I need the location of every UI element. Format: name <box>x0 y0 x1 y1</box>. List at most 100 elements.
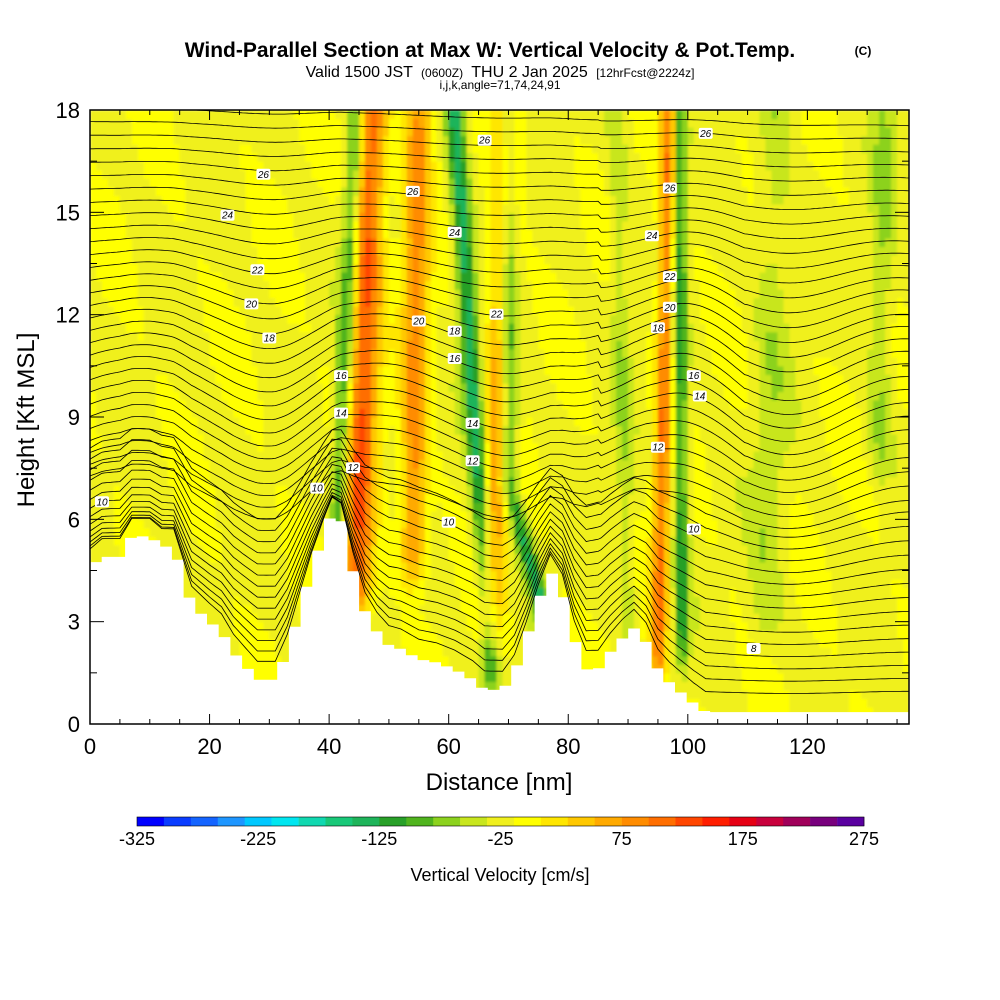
isentrope-label: 12 <box>346 462 360 474</box>
isentrope-label: 10 <box>95 496 109 508</box>
isentrope-line <box>90 308 909 358</box>
isentrope-label: 20 <box>662 301 677 314</box>
valid-time-utc: (0600Z) <box>421 66 463 80</box>
colorbar-swatch <box>567 817 595 826</box>
isentrope-line <box>90 495 909 694</box>
colorbar-tick-label: 75 <box>612 829 632 849</box>
isentrope-label: 26 <box>662 182 677 195</box>
colorbar-swatch <box>648 817 676 826</box>
colorbar-tick-label: -325 <box>119 829 155 849</box>
isentrope-line <box>90 121 909 140</box>
colorbar-swatch <box>675 817 703 826</box>
isentrope-label: 22 <box>250 264 265 276</box>
y-axis: 0 3 6 9 12 15 18 <box>56 98 909 737</box>
y-axis-label: Height [Kft MSL] <box>13 333 40 508</box>
isentrope-label: 24 <box>644 230 659 242</box>
isentrope-line <box>90 134 909 154</box>
isentrope-label: 20 <box>411 315 426 328</box>
isentrope-line <box>90 261 909 299</box>
isentrope-label: 24 <box>447 226 462 239</box>
colorbar-swatch <box>729 817 757 826</box>
colorbar: -325 -225 -125 -25 75 175 275 <box>119 816 879 849</box>
isentrope-label: 18 <box>447 325 462 338</box>
isentrope-line <box>90 496 909 670</box>
isentrope-label: 16 <box>447 353 462 365</box>
x-tick-label: 0 <box>84 734 96 759</box>
isentrope-line <box>90 491 909 645</box>
isentrope-line <box>90 471 909 597</box>
isentrope-line <box>90 488 909 633</box>
isentrope-label: 12 <box>465 455 480 467</box>
y-tick-label: 6 <box>68 507 80 532</box>
colorbar-swatch <box>783 817 811 826</box>
valid-date: THU 2 Jan 2025 <box>471 64 588 81</box>
colorbar-swatch <box>540 817 569 826</box>
isentrope-line <box>90 249 909 284</box>
isentrope-line <box>90 173 909 196</box>
isentrope-line <box>90 428 909 538</box>
colorbar-tick-label: -125 <box>361 829 397 849</box>
isentrope-line <box>90 297 909 343</box>
isentrope-line <box>90 147 909 168</box>
y-tick-label: 12 <box>56 303 80 328</box>
isentrope-line <box>90 237 909 269</box>
isentrope-line <box>90 367 909 429</box>
isentrope-label: 12 <box>650 441 665 454</box>
isentrope-line <box>90 379 909 443</box>
x-tick-label: 60 <box>436 734 460 759</box>
colorbar-swatch <box>271 817 299 826</box>
copyright-mark: (C) <box>855 44 872 58</box>
colorbar-swatch <box>325 817 353 826</box>
y-tick-label: 0 <box>68 712 80 737</box>
colorbar-swatch <box>837 817 865 826</box>
isentrope-line <box>90 477 909 609</box>
x-axis: 0 20 40 60 80 100 120 <box>84 110 898 759</box>
isentrope-label: 26 <box>405 185 420 198</box>
colorbar-swatch <box>594 817 622 826</box>
y-tick-label: 3 <box>68 610 80 635</box>
colorbar-tick-label: 175 <box>728 829 758 849</box>
colorbar-swatch <box>163 817 192 826</box>
isentrope-label: 26 <box>477 134 492 147</box>
colorbar-swatch <box>487 817 515 826</box>
isentrope-label: 14 <box>334 407 349 420</box>
isentrope-label: 26 <box>698 127 713 140</box>
colorbar-tick-label: 275 <box>849 829 879 849</box>
colorbar-tick-label: -25 <box>487 829 513 849</box>
x-tick-label: 40 <box>317 734 341 759</box>
isentrope-labels: 10 10 10 10 12 12 12 14 14 14 16 16 16 18 18 18 20 20 20 22… <box>95 127 761 655</box>
isentrope-label: 16 <box>686 370 701 382</box>
isentrope-line <box>90 404 909 468</box>
colorbar-swatch <box>433 817 461 826</box>
isentrope-label: 10 <box>310 482 325 495</box>
isentrope-line <box>90 199 909 225</box>
isentrope-label: 20 <box>244 298 259 310</box>
isentrope-line <box>90 320 909 373</box>
isentrope-line <box>90 463 909 529</box>
isentrope-line <box>90 273 909 314</box>
colorbar-swatch <box>702 817 730 826</box>
isentrope-label: 22 <box>662 271 677 283</box>
colorbar-tick-label: -225 <box>240 829 276 849</box>
isentrope-line <box>90 494 909 657</box>
isentrope-line <box>90 332 909 387</box>
section-indices: i,j,k,angle=71,74,24,91 <box>439 78 560 92</box>
colorbar-swatch <box>217 817 245 826</box>
isentrope-line <box>90 416 909 481</box>
isentrope-label: 26 <box>256 168 271 181</box>
isentrope-line <box>90 483 909 621</box>
colorbar-swatch <box>352 817 380 826</box>
isentrope-label: 14 <box>692 390 707 403</box>
forecast-info: [12hrFcst@2224z] <box>596 66 694 80</box>
isentrope-line <box>90 428 909 493</box>
colorbar-swatch <box>406 817 434 826</box>
x-tick-label: 120 <box>789 734 826 759</box>
colorbar-swatch <box>298 817 326 826</box>
colorbar-swatch <box>514 817 542 826</box>
x-tick-label: 80 <box>556 734 580 759</box>
x-axis-label: Distance [nm] <box>426 769 573 796</box>
colorbar-swatch <box>756 817 784 826</box>
isentrope-line <box>90 440 909 506</box>
colorbar-swatch <box>137 817 165 826</box>
isentrope-line <box>90 224 909 254</box>
